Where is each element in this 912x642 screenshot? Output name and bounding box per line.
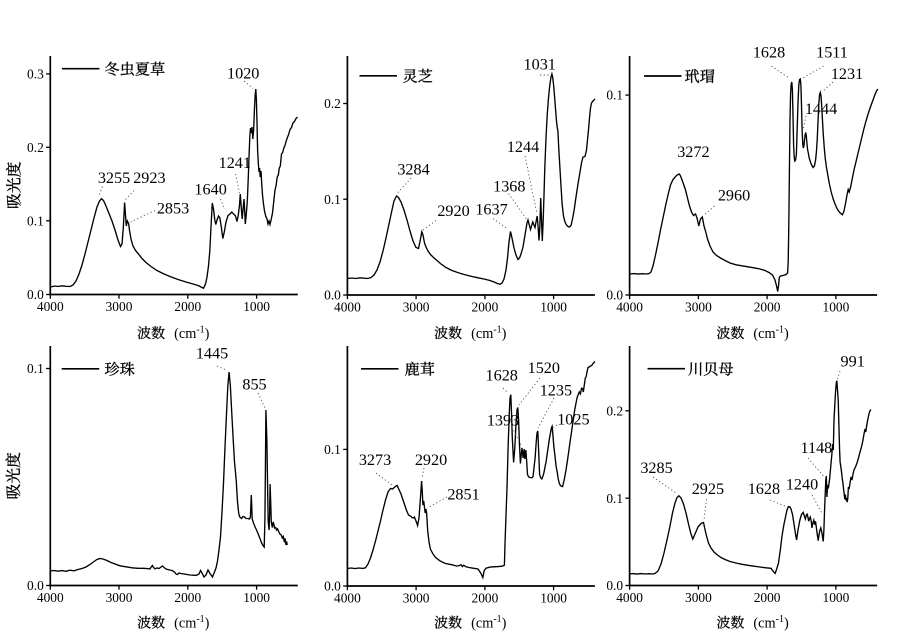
svg-text:3272: 3272: [677, 143, 709, 161]
svg-text:1020: 1020: [227, 65, 259, 83]
svg-text:2000: 2000: [174, 299, 201, 314]
svg-text:(cm-1): (cm-1): [753, 614, 789, 632]
svg-text:1031: 1031: [524, 56, 556, 74]
svg-text:1244: 1244: [507, 138, 539, 156]
svg-text:3000: 3000: [685, 590, 712, 605]
svg-text:1628: 1628: [486, 367, 518, 385]
svg-text:4000: 4000: [334, 591, 361, 606]
svg-text:3255: 3255: [98, 169, 130, 187]
svg-text:4000: 4000: [616, 590, 643, 605]
svg-text:1444: 1444: [805, 100, 837, 118]
svg-text:(cm-1): (cm-1): [471, 614, 507, 632]
svg-text:2923: 2923: [133, 169, 165, 187]
svg-text:(cm-1): (cm-1): [174, 614, 210, 632]
svg-text:0.1: 0.1: [27, 213, 44, 228]
svg-text:1000: 1000: [823, 300, 850, 315]
svg-text:0.0: 0.0: [324, 579, 341, 594]
svg-text:1637: 1637: [475, 201, 507, 219]
svg-text:2851: 2851: [447, 486, 479, 504]
svg-text:1368: 1368: [493, 178, 525, 196]
svg-text:4000: 4000: [334, 300, 361, 315]
svg-text:1628: 1628: [753, 44, 785, 62]
svg-text:1445: 1445: [196, 345, 228, 363]
svg-text:2000: 2000: [174, 590, 201, 605]
svg-text:(cm-1): (cm-1): [753, 324, 789, 342]
svg-text:3285: 3285: [640, 459, 672, 477]
svg-text:0.2: 0.2: [324, 96, 341, 111]
svg-text:3273: 3273: [359, 451, 391, 469]
svg-text:0.0: 0.0: [27, 578, 44, 593]
svg-text:1241: 1241: [219, 154, 251, 172]
svg-text:0.1: 0.1: [324, 442, 341, 457]
svg-text:2000: 2000: [754, 300, 781, 315]
svg-text:4000: 4000: [616, 300, 643, 315]
svg-text:2000: 2000: [472, 300, 499, 315]
svg-text:2920: 2920: [415, 451, 447, 469]
svg-text:1628: 1628: [748, 480, 780, 498]
svg-text:4000: 4000: [37, 590, 64, 605]
svg-text:2960: 2960: [718, 187, 750, 205]
svg-text:1000: 1000: [540, 591, 567, 606]
svg-text:1240: 1240: [786, 476, 818, 494]
svg-text:2925: 2925: [692, 480, 724, 498]
svg-text:0.3: 0.3: [27, 67, 44, 82]
svg-text:1231: 1231: [831, 65, 863, 83]
svg-text:0.1: 0.1: [606, 88, 623, 103]
svg-text:2000: 2000: [472, 591, 499, 606]
svg-text:1511: 1511: [816, 44, 848, 62]
svg-text:1000: 1000: [823, 590, 850, 605]
svg-text:3284: 3284: [397, 161, 429, 179]
svg-text:1000: 1000: [243, 299, 270, 314]
svg-text:991: 991: [841, 353, 865, 371]
svg-text:855: 855: [242, 376, 266, 394]
svg-text:0.1: 0.1: [324, 192, 341, 207]
svg-text:(cm-1): (cm-1): [471, 324, 507, 342]
svg-text:4000: 4000: [37, 299, 64, 314]
svg-text:0.2: 0.2: [27, 140, 44, 155]
svg-text:1000: 1000: [540, 300, 567, 315]
svg-text:0.0: 0.0: [606, 578, 623, 593]
svg-text:1235: 1235: [540, 382, 572, 400]
svg-text:1393: 1393: [487, 412, 519, 430]
svg-text:3000: 3000: [403, 591, 430, 606]
svg-text:0.0: 0.0: [324, 288, 341, 303]
svg-text:1000: 1000: [243, 590, 270, 605]
svg-text:0.1: 0.1: [606, 491, 623, 506]
svg-text:3000: 3000: [685, 300, 712, 315]
svg-text:3000: 3000: [106, 299, 133, 314]
svg-text:0.2: 0.2: [606, 403, 623, 418]
svg-text:3000: 3000: [106, 590, 133, 605]
svg-text:0.0: 0.0: [606, 288, 623, 303]
svg-text:2000: 2000: [754, 590, 781, 605]
svg-text:1148: 1148: [801, 439, 833, 457]
svg-text:1025: 1025: [557, 411, 589, 429]
svg-text:0.0: 0.0: [27, 287, 44, 302]
svg-text:2853: 2853: [157, 200, 189, 218]
svg-text:3000: 3000: [403, 300, 430, 315]
svg-text:0.1: 0.1: [27, 361, 44, 376]
svg-text:1520: 1520: [528, 359, 560, 377]
svg-text:2920: 2920: [437, 202, 469, 220]
svg-text:1640: 1640: [194, 181, 226, 199]
svg-text:(cm-1): (cm-1): [174, 324, 210, 342]
